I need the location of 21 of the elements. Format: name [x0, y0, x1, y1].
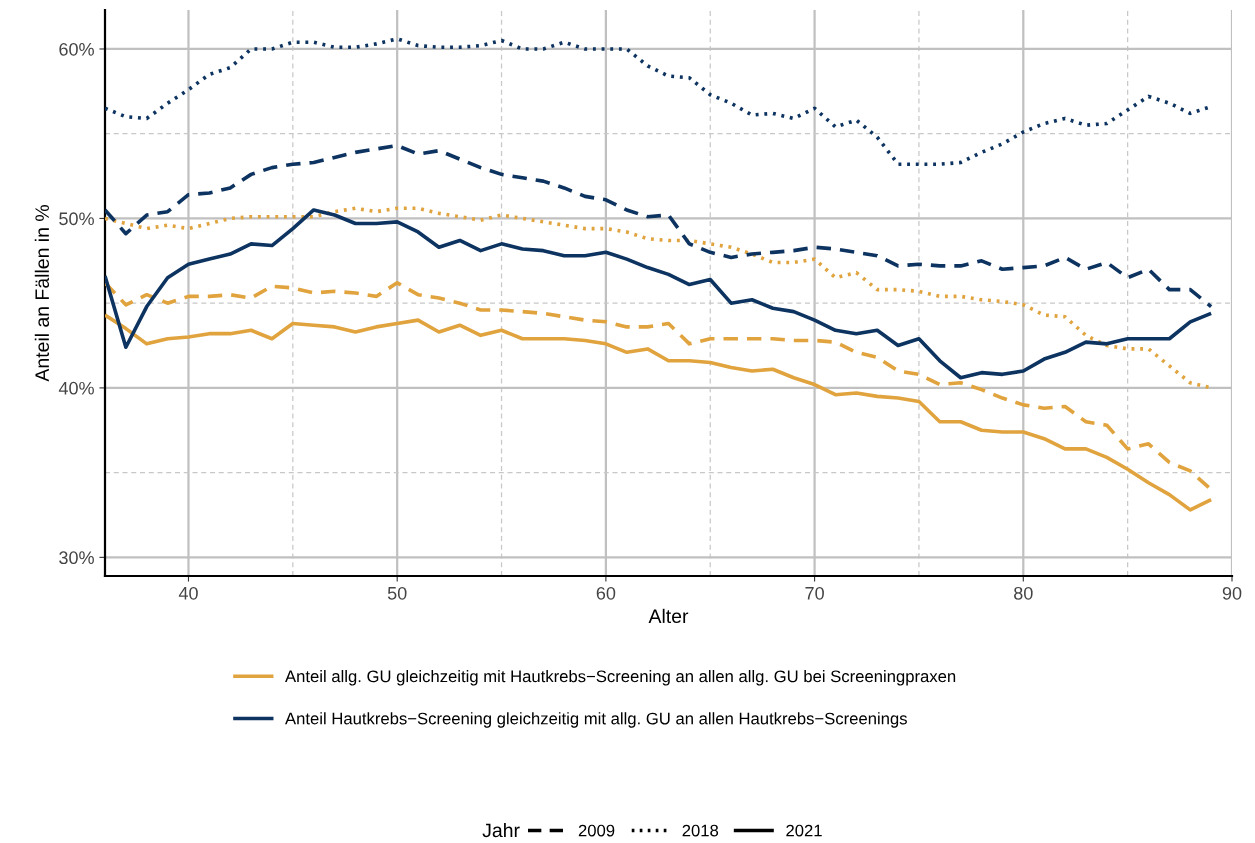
text: 2009 [578, 824, 615, 837]
text: 2021 [786, 824, 822, 837]
x-tick-label: 60 [596, 586, 616, 600]
x-axis-title: Alter [648, 608, 689, 624]
y-tick-label: 60% [59, 42, 94, 56]
y-tick-label: 40% [58, 381, 94, 395]
x-tick-label: 80 [1014, 586, 1033, 600]
legend-label: Anteil allg. GU gleichzeitig mit Hautkrebs−Screening an allen allg. GU bei Screeningpraxen [285, 670, 956, 686]
line-series [105, 281, 1213, 492]
text: 2018 [682, 824, 719, 837]
legend-title: Jahr [482, 822, 520, 838]
line-series [105, 143, 1213, 309]
y-tick-label: 50% [59, 212, 94, 226]
x-tick-label: 50 [387, 586, 407, 600]
legend-label: Anteil Hautkrebs−Screening gleichzeitig mit allg. GU an allen Hautkrebs−Screenings [285, 712, 907, 728]
y-axis-title: Anteil an Fällen in % [34, 205, 50, 382]
x-tick-label: 90 [1222, 586, 1242, 600]
y-tick-label: 30% [59, 551, 94, 565]
x-tick-label: 40 [178, 586, 198, 600]
line-series [105, 313, 1213, 512]
x-tick-label: 70 [805, 586, 824, 600]
